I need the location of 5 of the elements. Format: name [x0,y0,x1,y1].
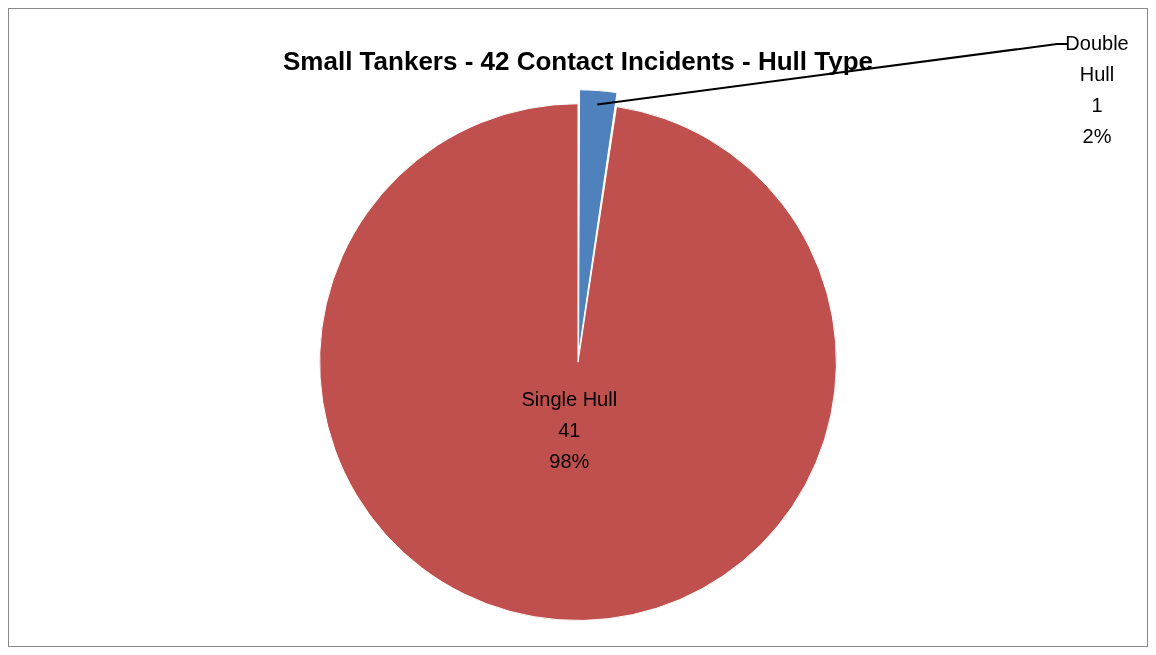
data-label: 41 98% [549,419,590,473]
slice-label: Single Hull [521,388,618,411]
slice-label: Double Hull [1065,31,1129,85]
data-label: 1 2% [1082,93,1112,147]
chart-title: Small Tankers - 42 Contact Incidents - Hull Type [283,45,873,76]
